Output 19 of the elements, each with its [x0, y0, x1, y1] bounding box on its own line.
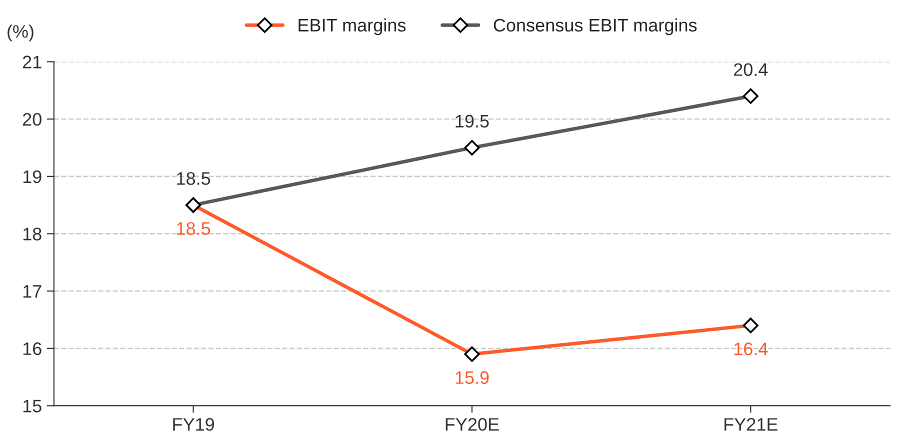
- data-label: 20.4: [734, 63, 768, 76]
- legend-label: Consensus EBIT margins: [494, 18, 697, 36]
- x-tick-label: FY21E: [724, 418, 778, 431]
- y-tick-label: 21: [22, 56, 42, 68]
- data-label: 18.5: [177, 172, 210, 185]
- data-label: 19.5: [456, 114, 489, 128]
- y-tick-label: 19: [23, 170, 42, 184]
- y-tick-label: 17: [23, 285, 42, 298]
- legend-label: EBIT margins: [298, 18, 406, 36]
- data-label: 16.4: [734, 342, 768, 356]
- y-tick-label: 20: [22, 113, 42, 126]
- data-label: 15.9: [456, 371, 489, 384]
- y-tick-label: 16: [23, 342, 42, 356]
- x-tick-label: FY20E: [446, 418, 499, 431]
- y-tick-label: 18: [23, 228, 42, 240]
- x-tick-label: FY19: [173, 418, 214, 431]
- data-label: 18.5: [177, 222, 210, 235]
- y-tick-label: 15: [23, 400, 42, 412]
- y-axis-title: (%): [8, 24, 34, 42]
